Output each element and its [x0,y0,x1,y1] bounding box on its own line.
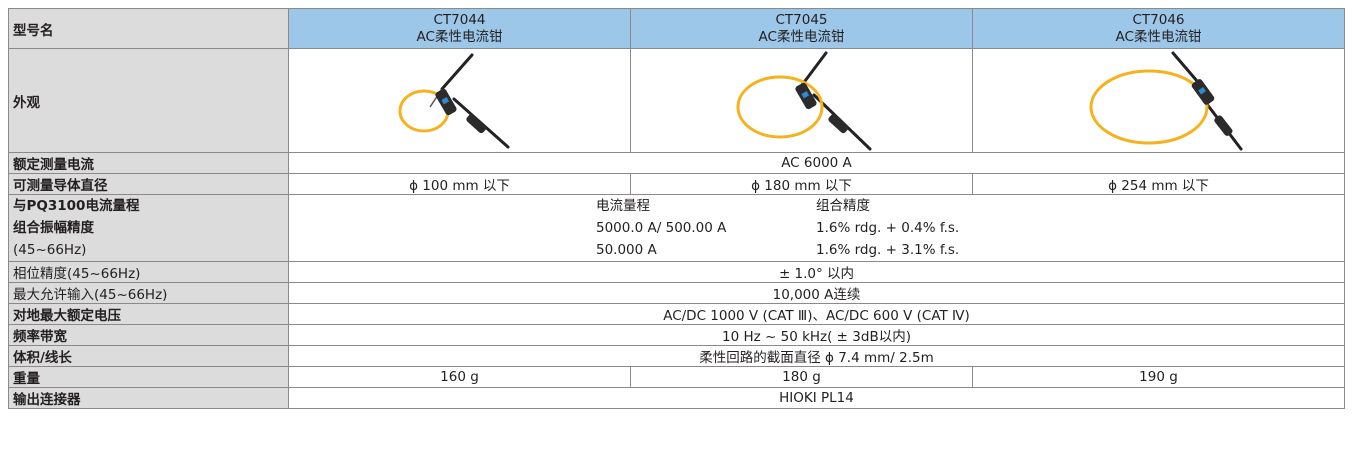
appearance-label: 外观 [8,48,289,153]
weight-ct7044: 160 g [288,366,631,388]
max-voltage-value: AC/DC 1000 V (CAT Ⅲ)、AC/DC 600 V (CAT Ⅳ) [288,303,1345,325]
max-voltage-label: 对地最大额定电压 [8,303,289,325]
conductor-diameter-ct7044: ϕ 100 mm 以下 [288,173,631,195]
bandwidth-row: 频率带宽 10 Hz ~ 50 kHz( ± 3dB以内) [8,324,1345,346]
model-row: 型号名 CT7044 AC柔性电流钳 CT7045 AC柔性电流钳 CT7046… [8,8,1345,49]
weight-ct7045: 180 g [630,366,973,388]
conductor-diameter-ct7046: ϕ 254 mm 以下 [972,173,1345,195]
appearance-cell-ct7044 [288,48,631,153]
appearance-cell-ct7046 [972,48,1345,153]
range-value: 5000.0 A/ 500.00 A [596,220,727,236]
model-header-ct7046: CT7046 AC柔性电流钳 [972,8,1345,49]
accuracy-value: 1.6% rdg. + 3.1% f.s. [816,242,960,258]
combined-accuracy-label: 与PQ3100电流量程 组合振幅精度 (45~66Hz) [8,194,289,262]
rated-current-label: 额定测量电流 [8,152,289,174]
model-header-ct7044: CT7044 AC柔性电流钳 [288,8,631,49]
weight-row: 重量 160 g 180 g 190 g [8,366,1345,388]
flexible-clamp-ct7044-image [398,53,509,148]
phase-accuracy-value: ± 1.0° 以内 [288,261,1345,283]
model-desc: AC柔性电流钳 [758,28,845,45]
size-row: 体积/线长 柔性回路的截面直径 ϕ 7.4 mm/ 2.5m [8,345,1345,367]
conductor-diameter-ct7045: ϕ 180 mm 以下 [630,173,973,195]
combined-accuracy-row: 与PQ3100电流量程 组合振幅精度 (45~66Hz) 电流量程 组合精度 5… [8,194,1345,262]
model-desc: AC柔性电流钳 [1115,28,1202,45]
rated-current-value: AC 6000 A [288,152,1345,174]
conductor-diameter-row: 可测量导体直径 ϕ 100 mm 以下 ϕ 180 mm 以下 ϕ 254 mm… [8,173,1345,195]
size-value: 柔性回路的截面直径 ϕ 7.4 mm/ 2.5m [288,345,1345,367]
phase-accuracy-label: 相位精度(45~66Hz) [8,261,289,283]
max-input-label: 最大允许输入(45~66Hz) [8,282,289,304]
appearance-row: 外观 [8,48,1345,153]
combined-accuracy-label-line: (45~66Hz) [13,242,87,258]
combined-accuracy-label-line: 与PQ3100电流量程 [13,198,140,214]
size-label: 体积/线长 [8,345,289,367]
range-value: 50.000 A [596,242,657,258]
max-input-value: 10,000 A连续 [288,282,1345,304]
weight-label: 重量 [8,366,289,388]
accuracy-value: 1.6% rdg. + 0.4% f.s. [816,220,960,236]
rated-current-row: 额定测量电流 AC 6000 A [8,152,1345,174]
spec-table: 型号名 CT7044 AC柔性电流钳 CT7045 AC柔性电流钳 CT7046… [8,8,1345,409]
range-header: 电流量程 [596,198,650,214]
model-code: CT7045 [775,11,828,28]
combined-accuracy-label-line: 组合振幅精度 [13,220,94,236]
model-header-ct7045: CT7045 AC柔性电流钳 [630,8,973,49]
flexible-clamp-ct7046-image [1089,51,1242,150]
appearance-cell-ct7045 [630,48,973,153]
model-code: CT7044 [433,11,486,28]
flexible-clamp-ct7045-image [736,51,871,150]
model-label: 型号名 [8,8,289,49]
max-input-row: 最大允许输入(45~66Hz) 10,000 A连续 [8,282,1345,304]
weight-ct7046: 190 g [972,366,1345,388]
connector-label: 输出连接器 [8,387,289,409]
combined-accuracy-value: 电流量程 组合精度 5000.0 A/ 500.00 A 1.6% rdg. +… [288,194,1345,262]
bandwidth-label: 频率带宽 [8,324,289,346]
max-voltage-row: 对地最大额定电压 AC/DC 1000 V (CAT Ⅲ)、AC/DC 600 … [8,303,1345,325]
accuracy-header: 组合精度 [816,198,870,214]
connector-value: HIOKI PL14 [288,387,1345,409]
model-code: CT7046 [1132,11,1185,28]
phase-accuracy-row: 相位精度(45~66Hz) ± 1.0° 以内 [8,261,1345,283]
combined-accuracy-grid: 电流量程 组合精度 5000.0 A/ 500.00 A 1.6% rdg. +… [289,195,1344,261]
conductor-diameter-label: 可测量导体直径 [8,173,289,195]
bandwidth-value: 10 Hz ~ 50 kHz( ± 3dB以内) [288,324,1345,346]
model-desc: AC柔性电流钳 [416,28,503,45]
connector-row: 输出连接器 HIOKI PL14 [8,387,1345,409]
